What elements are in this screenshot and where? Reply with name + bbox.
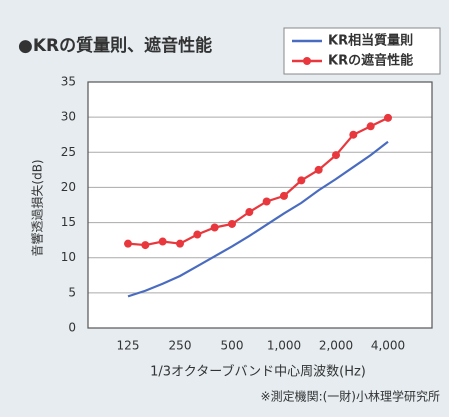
marker — [332, 151, 340, 160]
y-tick-label: 25 — [61, 145, 76, 159]
x-axis-label: 1/3オクターブバンド中心周波数(Hz) — [150, 364, 366, 380]
x-tick-label: 125 — [117, 339, 140, 353]
x-tick-label: 250 — [169, 339, 192, 353]
marker — [349, 130, 358, 139]
marker — [280, 191, 288, 200]
marker — [193, 230, 202, 239]
plot-border — [87, 81, 433, 329]
marker — [384, 113, 392, 122]
series-line — [127, 140, 389, 298]
y-tick-label: 15 — [61, 215, 76, 229]
x-tick-label: 2,000 — [319, 339, 353, 353]
legend-box — [283, 27, 441, 75]
y-tick-label: 30 — [61, 110, 76, 124]
marker — [262, 197, 271, 206]
marker — [314, 165, 323, 174]
marker — [245, 208, 254, 217]
y-tick-label: 20 — [61, 180, 76, 194]
chart-title: ●KRの質量則、遮音性能 — [18, 35, 212, 56]
marker — [158, 237, 167, 246]
note: ※測定機関:(一財)小林理学研究所 — [261, 389, 440, 404]
y-axis-label: 音響透過損失(dB) — [30, 159, 45, 256]
legend-label: KRの遮音性能 — [328, 53, 413, 69]
x-tick-label: 500 — [221, 339, 244, 353]
series-line — [127, 116, 389, 247]
x-tick-label: 1,000 — [267, 339, 301, 353]
marker — [176, 239, 184, 248]
y-tick-label: 35 — [61, 75, 76, 89]
y-tick-label: 5 — [68, 285, 76, 299]
marker — [141, 241, 150, 250]
marker — [297, 176, 306, 185]
marker — [210, 223, 219, 232]
x-tick-label: 4,000 — [371, 339, 405, 353]
marker — [228, 219, 236, 228]
y-tick-label: 10 — [61, 250, 76, 264]
marker — [124, 239, 132, 248]
y-tick-label: 0 — [68, 321, 76, 335]
legend-marker — [303, 57, 311, 65]
legend-label: KR相当質量則 — [328, 33, 413, 49]
marker — [366, 122, 375, 131]
